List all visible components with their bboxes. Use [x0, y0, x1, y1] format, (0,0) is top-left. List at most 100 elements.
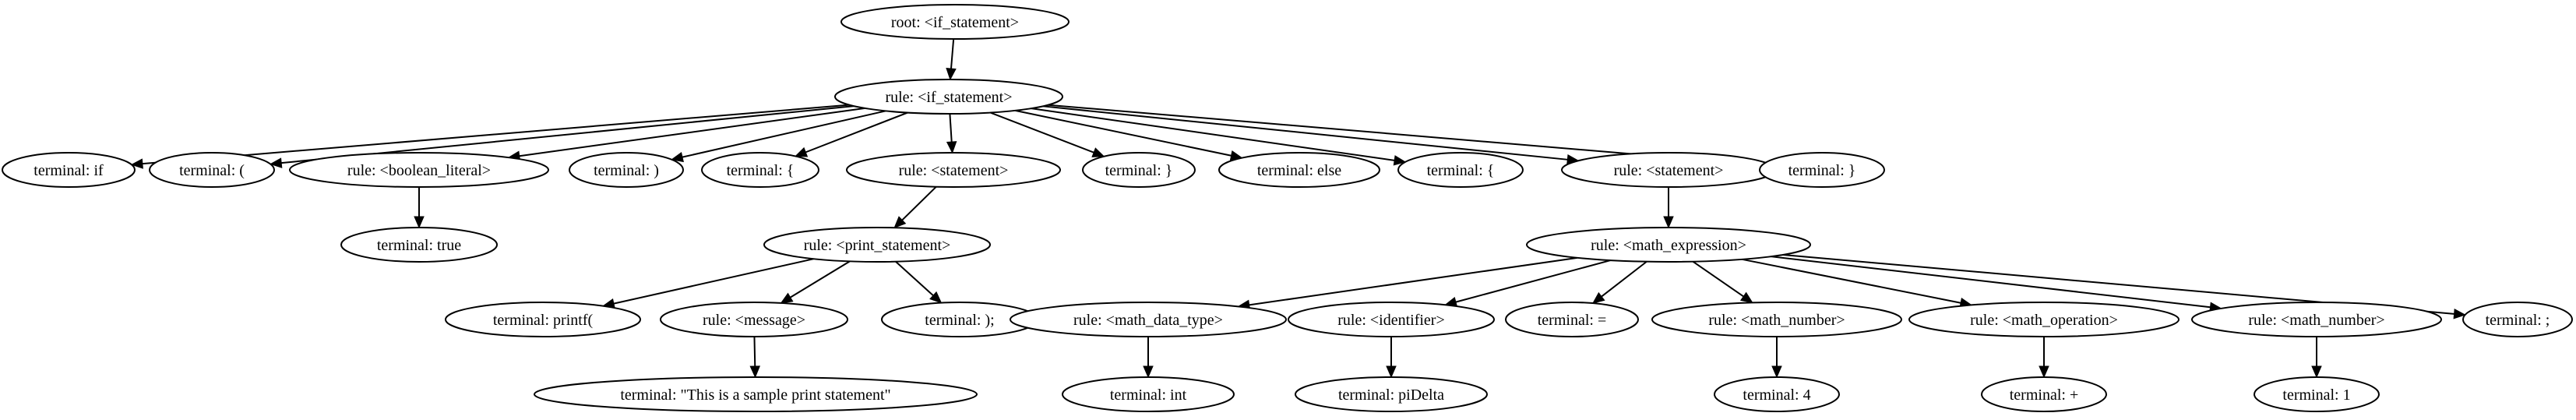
edge-line	[1455, 259, 1611, 303]
tree-edge	[780, 260, 851, 304]
tree-node-rule-math-data-type[interactable]: rule: <math_data_type>	[1010, 302, 1287, 337]
tree-node-rule-math-number[interactable]: rule: <math_number>	[2191, 302, 2442, 337]
tree-node-terminal[interactable]: terminal: {	[1397, 152, 1524, 188]
node-label: terminal: }	[1105, 162, 1173, 179]
node-ellipse	[660, 302, 848, 337]
arrowhead-icon	[1091, 147, 1105, 157]
node-label: rule: <identifier>	[1337, 312, 1445, 329]
node-ellipse	[1714, 376, 1840, 412]
tree-node-terminal-this-is-a-sample-print-statement[interactable]: terminal: "This is a sample print statem…	[534, 376, 978, 412]
tree-edge	[1692, 260, 1753, 304]
tree-edge	[1591, 260, 1647, 304]
tree-node-rule-identifier[interactable]: rule: <identifier>	[1288, 302, 1495, 337]
node-ellipse	[340, 227, 498, 263]
edge-line	[519, 107, 865, 157]
tree-node-terminal[interactable]: terminal: }	[1082, 152, 1196, 188]
node-label: terminal: );	[925, 312, 994, 329]
tree-node-terminal[interactable]: terminal: )	[569, 152, 684, 188]
node-label: terminal: ;	[2486, 312, 2550, 329]
node-label: terminal: {	[1427, 162, 1495, 179]
tree-node-terminal[interactable]: terminal: (	[149, 152, 275, 188]
tree-node-terminal[interactable]: terminal: );	[881, 302, 1038, 337]
node-ellipse	[1759, 152, 1885, 188]
root-node[interactable]: root: <if_statement>	[840, 4, 1070, 40]
edge-line	[1015, 109, 1232, 157]
tree-node-rule-math-operation[interactable]: rule: <math_operation>	[1908, 302, 2180, 337]
node-ellipse	[1082, 152, 1196, 188]
arrowhead-icon	[2453, 309, 2466, 319]
edge-line	[805, 111, 908, 154]
node-ellipse	[289, 152, 549, 188]
node-label: terminal: piDelta	[1338, 386, 1444, 404]
node-label: rule: <math_expression>	[1591, 237, 1746, 254]
tree-edge	[1143, 337, 1154, 379]
tree-edge	[414, 187, 425, 229]
tree-node-terminal[interactable]: terminal: {	[701, 152, 819, 188]
tree-node-terminal-if[interactable]: terminal: if	[2, 152, 136, 188]
node-label: root: <if_statement>	[891, 14, 1019, 31]
tree-edge	[671, 110, 886, 163]
tree-node-rule-print-statement[interactable]: rule: <print_statement>	[763, 227, 991, 263]
edge-line	[1771, 256, 2211, 309]
tree-node-terminal[interactable]: terminal: }	[1759, 152, 1885, 188]
tree-edge	[1663, 187, 1674, 229]
tree-edge	[893, 185, 937, 229]
node-label: terminal: 1	[2282, 386, 2350, 404]
node-ellipse	[1010, 302, 1287, 337]
tree-edge	[946, 38, 957, 81]
tree-node-terminal[interactable]: terminal: +	[1981, 376, 2107, 412]
tree-node-rule-math-number[interactable]: rule: <math_number>	[1651, 302, 1902, 337]
node-label: terminal: "This is a sample print statem…	[620, 386, 890, 404]
tree-edge	[2039, 337, 2049, 379]
tree-node-terminal-4[interactable]: terminal: 4	[1714, 376, 1840, 412]
tree-node-terminal-int[interactable]: terminal: int	[1062, 376, 1235, 412]
tree-node-rule-if-statement[interactable]: rule: <if_statement>	[834, 79, 1063, 115]
node-label: rule: <statement>	[899, 162, 1009, 179]
tree-node-terminal-else[interactable]: terminal: else	[1218, 152, 1380, 188]
node-label: terminal: }	[1788, 162, 1856, 179]
edge-line	[950, 38, 955, 69]
tree-edge	[1771, 337, 1782, 379]
tree-node-rule-math-expression[interactable]: rule: <math_expression>	[1526, 227, 1811, 263]
tree-node-terminal-pidelta[interactable]: terminal: piDelta	[1295, 376, 1488, 412]
node-label: rule: <math_number>	[1708, 312, 1845, 329]
node-label: terminal: else	[1257, 162, 1341, 179]
tree-node-rule-statement[interactable]: rule: <statement>	[846, 152, 1061, 188]
edge-line	[1031, 108, 1395, 161]
edge-line	[753, 336, 756, 367]
edge-line	[1042, 105, 1568, 161]
tree-node-rule-message[interactable]: rule: <message>	[660, 302, 848, 337]
node-ellipse	[1218, 152, 1380, 188]
node-ellipse	[2, 152, 136, 188]
node-ellipse	[1397, 152, 1524, 188]
node-ellipse	[2254, 376, 2380, 412]
arrowhead-icon	[946, 141, 957, 154]
node-ellipse	[2462, 302, 2573, 337]
tree-nodes: root: <if_statement> rule: <if_statement…	[2, 4, 2573, 412]
node-ellipse	[1505, 302, 1639, 337]
edge-line	[142, 104, 850, 165]
tree-node-rule-statement[interactable]: rule: <statement>	[1561, 152, 1776, 188]
tree-node-terminal[interactable]: terminal: =	[1505, 302, 1639, 337]
tree-edges	[130, 38, 2466, 379]
node-label: terminal: )	[594, 162, 659, 179]
node-label: rule: <math_number>	[2248, 312, 2384, 329]
node-ellipse	[2191, 302, 2442, 337]
tree-node-terminal-1[interactable]: terminal: 1	[2254, 376, 2380, 412]
edge-line	[989, 111, 1094, 154]
node-ellipse	[1651, 302, 1902, 337]
tree-edge	[1444, 259, 1611, 308]
arrowhead-icon	[780, 292, 794, 304]
tree-node-terminal-true[interactable]: terminal: true	[340, 227, 498, 263]
tree-node-terminal-printf[interactable]: terminal: printf(	[445, 302, 641, 337]
tree-node-terminal[interactable]: terminal: ;	[2462, 302, 2573, 337]
tree-edge	[895, 260, 943, 304]
arrowhead-icon	[1771, 365, 1782, 379]
tree-node-rule-boolean-literal[interactable]: rule: <boolean_literal>	[289, 152, 549, 188]
node-ellipse	[1288, 302, 1495, 337]
tree-edge	[130, 104, 850, 169]
edge-line	[1742, 258, 1961, 304]
edge-line	[901, 185, 937, 221]
tree-edge	[989, 111, 1105, 157]
